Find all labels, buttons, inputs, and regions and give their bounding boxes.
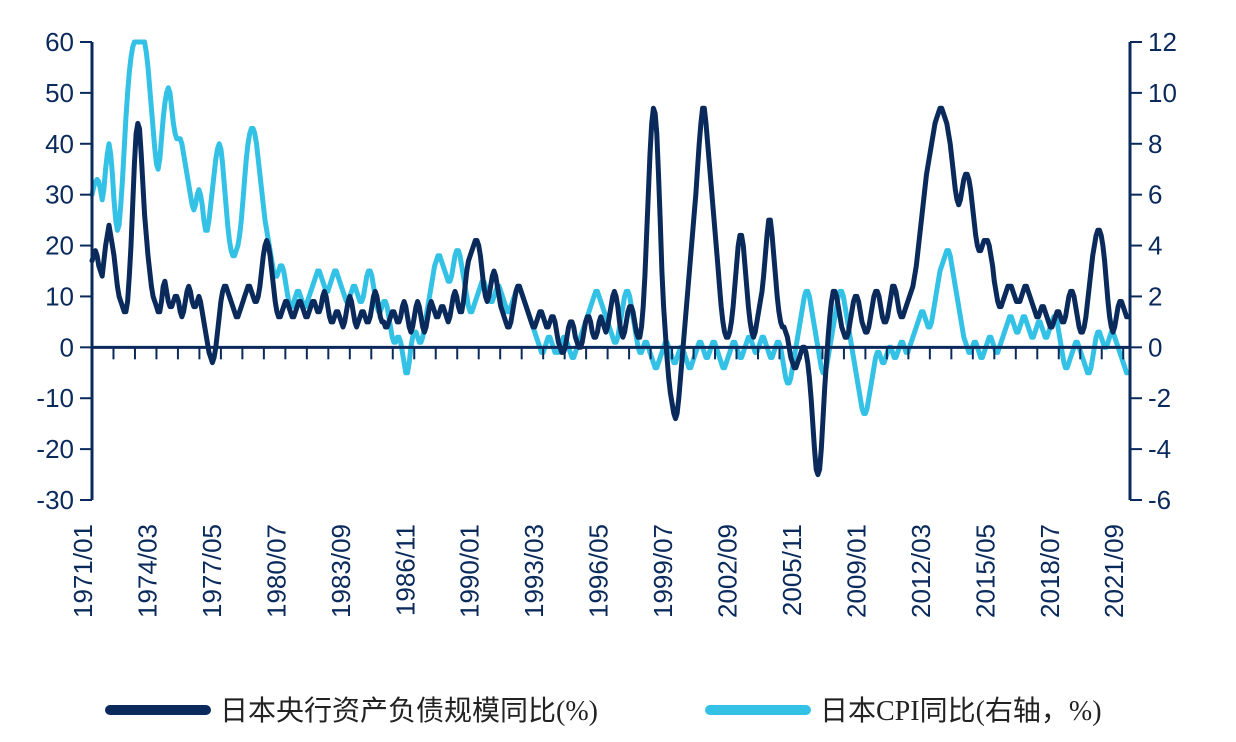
x-tick-label: 1996/05 bbox=[584, 524, 614, 618]
x-tick-label: 1974/03 bbox=[132, 524, 162, 618]
chart-svg: -30-20-100102030405060-6-4-2024681012197… bbox=[0, 0, 1236, 742]
legend-label: 日本央行资产负债规模同比(%) bbox=[220, 695, 598, 727]
yright-tick-label: -2 bbox=[1148, 383, 1171, 413]
yright-tick-label: 12 bbox=[1148, 27, 1177, 57]
x-tick-label: 2018/07 bbox=[1035, 524, 1065, 618]
x-tick-label: 1993/03 bbox=[519, 524, 549, 618]
chart-container: -30-20-100102030405060-6-4-2024681012197… bbox=[0, 0, 1236, 742]
x-tick-label: 2005/11 bbox=[777, 524, 807, 616]
yright-tick-label: 4 bbox=[1148, 231, 1162, 261]
x-tick-label: 1983/09 bbox=[326, 524, 356, 618]
yleft-tick-label: 10 bbox=[45, 281, 74, 311]
yleft-tick-label: 40 bbox=[45, 129, 74, 159]
yleft-tick-label: 20 bbox=[45, 231, 74, 261]
yright-tick-label: 6 bbox=[1148, 180, 1162, 210]
yleft-tick-label: 50 bbox=[45, 78, 74, 108]
x-tick-label: 1999/07 bbox=[648, 524, 678, 618]
x-tick-label: 2012/03 bbox=[906, 524, 936, 618]
yleft-tick-label: 0 bbox=[60, 332, 74, 362]
yright-tick-label: -4 bbox=[1148, 434, 1171, 464]
x-tick-label: 1971/01 bbox=[68, 524, 98, 618]
legend-label: 日本CPI同比(右轴，%) bbox=[820, 695, 1102, 727]
yright-tick-label: 8 bbox=[1148, 129, 1162, 159]
x-tick-label: 2009/01 bbox=[841, 524, 871, 618]
yright-tick-label: 2 bbox=[1148, 281, 1162, 311]
x-tick-label: 1980/07 bbox=[261, 524, 291, 618]
yright-tick-label: 0 bbox=[1148, 332, 1162, 362]
yleft-tick-label: -20 bbox=[36, 434, 74, 464]
yright-tick-label: -6 bbox=[1148, 485, 1171, 515]
x-tick-label: 2021/09 bbox=[1099, 524, 1129, 618]
x-tick-label: 2002/09 bbox=[713, 524, 743, 618]
x-tick-label: 1990/01 bbox=[455, 524, 485, 618]
x-tick-label: 1977/05 bbox=[197, 524, 227, 618]
x-tick-label: 2015/05 bbox=[970, 524, 1000, 618]
yleft-tick-label: -10 bbox=[36, 383, 74, 413]
yright-tick-label: 10 bbox=[1148, 78, 1177, 108]
yleft-tick-label: 30 bbox=[45, 180, 74, 210]
yleft-tick-label: 60 bbox=[45, 27, 74, 57]
yleft-tick-label: -30 bbox=[36, 485, 74, 515]
x-tick-label: 1986/11 bbox=[390, 524, 420, 616]
